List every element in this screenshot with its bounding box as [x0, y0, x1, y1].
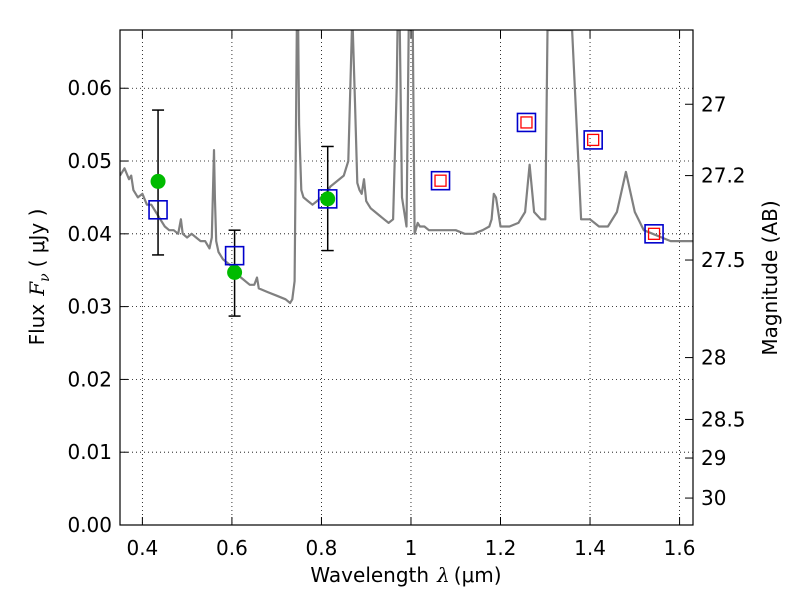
- y2-tick-label: 29: [701, 446, 726, 470]
- y2-tick-label: 27: [701, 92, 726, 116]
- x-axis-title: Wavelength λ (μm): [310, 563, 501, 587]
- y2-tick-label: 30: [701, 486, 726, 510]
- error-bars: [152, 109, 334, 317]
- y2-tick-label: 28.5: [701, 407, 746, 431]
- model-square-inner: [520, 116, 533, 129]
- x-tick-label: 1.2: [485, 536, 517, 560]
- y2-axis-title: Magnitude (AB): [758, 200, 782, 355]
- tick-labels: 0.4 0.6 0.8 1 1.2 1.4 1.6 0.00 0.01 0.02 0.03 0.04 0…: [67, 76, 745, 560]
- observed-point: [320, 191, 336, 207]
- tick-marks: [120, 30, 693, 526]
- model-square-inner: [647, 227, 661, 240]
- model-square: [583, 130, 603, 150]
- observed-point: [150, 173, 166, 189]
- model-square: [224, 245, 245, 266]
- spectrum-line: [120, 30, 693, 305]
- x-tick-label: 0.8: [306, 536, 338, 560]
- y-axis-title: FluxFν( μJy ): [25, 209, 53, 346]
- x-tick-label: 0.4: [126, 536, 158, 560]
- x-tick-label: 0.6: [216, 536, 248, 560]
- y2-tick-label: 27.2: [701, 164, 746, 188]
- grid-lines: [120, 30, 693, 526]
- x-tick-label: 1: [405, 536, 418, 560]
- model-square: [148, 200, 168, 220]
- y2-tick-label: 27.5: [701, 248, 746, 272]
- y-tick-label: 0.01: [67, 440, 112, 464]
- y-tick-label: 0.05: [67, 149, 112, 173]
- model-square-inner: [587, 133, 600, 147]
- model-square: [430, 170, 451, 191]
- x-tick-label: 1.6: [664, 536, 696, 560]
- x-tick-label: 1.4: [574, 536, 606, 560]
- y-tick-label: 0.03: [67, 295, 112, 319]
- observed-point: [227, 264, 243, 280]
- spectrum-layer: [120, 30, 693, 305]
- plot-frame: [119, 29, 694, 526]
- y-tick-label: 0.00: [67, 513, 112, 537]
- y2-tick-label: 28: [701, 346, 726, 370]
- model-square: [516, 112, 537, 133]
- y-tick-label: 0.06: [67, 76, 112, 100]
- model-square: [317, 189, 338, 209]
- y-tick-label: 0.02: [67, 367, 112, 391]
- y-tick-label: 0.04: [67, 222, 112, 246]
- markers: [148, 112, 664, 280]
- model-square-inner: [434, 174, 447, 187]
- model-square: [644, 224, 664, 244]
